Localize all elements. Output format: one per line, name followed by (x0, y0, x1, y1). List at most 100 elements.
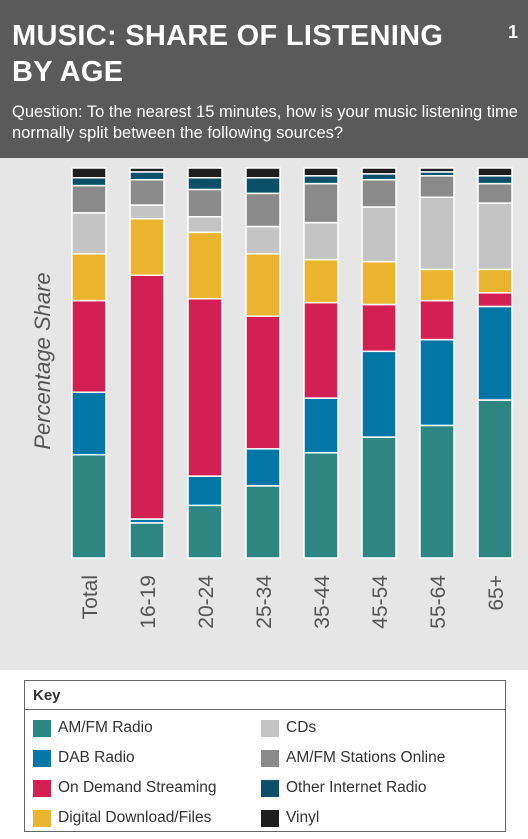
legend-swatch (261, 719, 279, 737)
bar-segment-vinyl-25-34 (245, 167, 281, 179)
bar-segment-dab-radio-45-54 (361, 350, 397, 438)
bar-25-34 (245, 167, 281, 559)
bar-segment-digital-download-files-20-24 (187, 231, 223, 300)
bar-segment-am-fm-radio-total (71, 453, 107, 559)
bar-segment-vinyl-65 (477, 167, 513, 177)
bar-20-24 (187, 167, 223, 559)
bar-segment-digital-download-files-total (71, 253, 107, 302)
bar-segment-am-fm-radio-35-44 (303, 451, 339, 559)
bar-segment-other-internet-radio-25-34 (245, 177, 281, 195)
legend-swatch (261, 809, 279, 827)
bar-segment-am-fm-radio-45-54 (361, 436, 397, 559)
bar-segment-am-fm-radio-25-34 (245, 485, 281, 559)
bar-segment-on-demand-streaming-25-34 (245, 315, 281, 450)
bar-segment-digital-download-files-45-54 (361, 260, 397, 306)
bar-35-44 (303, 167, 339, 559)
bar-segment-digital-download-files-16-19 (129, 217, 165, 276)
bar-segment-other-internet-radio-total (71, 177, 107, 187)
bar-segment-digital-download-files-65 (477, 268, 513, 294)
bar-segment-am-fm-stations-online-20-24 (187, 188, 223, 218)
legend-item-dab-radio: DAB Radio (33, 747, 135, 769)
bar-segment-cds-25-34 (245, 225, 281, 255)
chart-panel: Percentage Share Total 16-19 20-24 25-34 35-4… (0, 158, 528, 670)
legend: Key AM/FM Radio DAB Radio On Demand Stre… (24, 680, 506, 832)
bar-segment-cds-20-24 (187, 216, 223, 234)
y-axis-label: Percentage Share (30, 272, 55, 449)
bar-segment-dab-radio-20-24 (187, 475, 223, 507)
bar-segment-vinyl-16-19 (129, 167, 165, 173)
legend-item-other-internet-radio: Other Internet Radio (261, 777, 426, 799)
bar-segment-on-demand-streaming-55-64 (419, 299, 455, 341)
bar-segment-dab-radio-35-44 (303, 397, 339, 454)
legend-label: On Demand Streaming (58, 779, 217, 796)
bar-segment-on-demand-streaming-20-24 (187, 297, 223, 477)
legend-swatch (33, 749, 51, 767)
bar-segment-other-internet-radio-35-44 (303, 175, 339, 185)
bar-segment-am-fm-stations-online-25-34 (245, 192, 281, 228)
bar-segment-dab-radio-65 (477, 305, 513, 401)
bar-segment-dab-radio-total (71, 391, 107, 456)
bar-segment-dab-radio-25-34 (245, 448, 281, 487)
bar-segment-on-demand-streaming-16-19 (129, 274, 165, 520)
stacked-bar-chart: Percentage Share Total 16-19 20-24 25-34 35-4… (30, 167, 513, 629)
x-tick-label: 45-54 (369, 575, 392, 629)
bar-segment-am-fm-radio-20-24 (187, 504, 223, 559)
bar-segment-am-fm-stations-online-45-54 (361, 178, 397, 208)
legend-label: Digital Download/Files (58, 809, 212, 826)
bar-segment-am-fm-radio-65 (477, 399, 513, 559)
bar-segment-dab-radio-55-64 (419, 338, 455, 427)
bar-segment-cds-55-64 (419, 196, 455, 271)
bar-segment-vinyl-45-54 (361, 167, 397, 175)
legend-label: AM/FM Stations Online (286, 749, 446, 766)
legend-label: DAB Radio (58, 749, 135, 766)
question-text: Question: To the nearest 15 minutes, how… (12, 103, 518, 142)
bar-45-54 (361, 167, 397, 559)
legend-swatch (261, 779, 279, 797)
bar-segment-am-fm-stations-online-16-19 (129, 178, 165, 206)
legend-item-digital-download-files: Digital Download/Files (33, 807, 211, 829)
legend-swatch (33, 779, 51, 797)
bar-segment-other-internet-radio-20-24 (187, 177, 223, 191)
legend-item-am-fm-stations-online: AM/FM Stations Online (261, 747, 445, 769)
header: MUSIC: SHARE OF LISTENING BY AGE 1 Quest… (0, 0, 528, 158)
bar-segment-am-fm-stations-online-35-44 (303, 182, 339, 224)
bar-segment-digital-download-files-25-34 (245, 253, 281, 317)
x-tick-label: 25-34 (253, 575, 276, 629)
bar-segment-digital-download-files-55-64 (419, 268, 455, 302)
bar-segment-on-demand-streaming-total (71, 299, 107, 394)
bar-segment-cds-45-54 (361, 206, 397, 263)
bar-segment-on-demand-streaming-45-54 (361, 303, 397, 353)
page-number: 1 (507, 22, 518, 42)
legend-item-cds: CDs (261, 717, 316, 739)
x-tick-label: 35-44 (311, 575, 334, 629)
bar-segment-vinyl-35-44 (303, 167, 339, 177)
x-tick-label: 55-64 (427, 575, 450, 629)
bar-segment-vinyl-total (71, 167, 107, 179)
legend-item-on-demand-streaming: On Demand Streaming (33, 777, 217, 799)
bar-segment-on-demand-streaming-65 (477, 292, 513, 308)
bar-segment-am-fm-stations-online-55-64 (419, 175, 455, 198)
bar-55-64 (419, 167, 455, 559)
legend-item-am-fm-radio: AM/FM Radio (33, 717, 153, 739)
legend-divider (25, 709, 505, 710)
bar-segment-am-fm-radio-16-19 (129, 522, 165, 559)
bar-segment-cds-65 (477, 202, 513, 271)
legend-label: Vinyl (286, 809, 320, 826)
bar-segment-am-fm-stations-online-65 (477, 182, 513, 204)
bar-segment-cds-16-19 (129, 204, 165, 220)
x-tick-label: 20-24 (195, 575, 218, 629)
bar-segment-other-internet-radio-45-54 (361, 173, 397, 181)
legend-item-vinyl: Vinyl (261, 807, 319, 829)
page-title: MUSIC: SHARE OF LISTENING BY AGE (12, 20, 444, 88)
x-tick-label: 65+ (485, 575, 508, 611)
bar-65 (477, 167, 513, 559)
legend-label: AM/FM Radio (58, 719, 153, 736)
legend-label: CDs (286, 719, 317, 736)
bar-16-19 (129, 167, 165, 559)
bar-segment-am-fm-radio-55-64 (419, 424, 455, 559)
legend-swatch (33, 719, 51, 737)
legend-swatch (33, 809, 51, 827)
x-tick-label: 16-19 (137, 575, 160, 629)
bar-segment-other-internet-radio-16-19 (129, 171, 165, 181)
bar-segment-vinyl-55-64 (419, 167, 455, 173)
